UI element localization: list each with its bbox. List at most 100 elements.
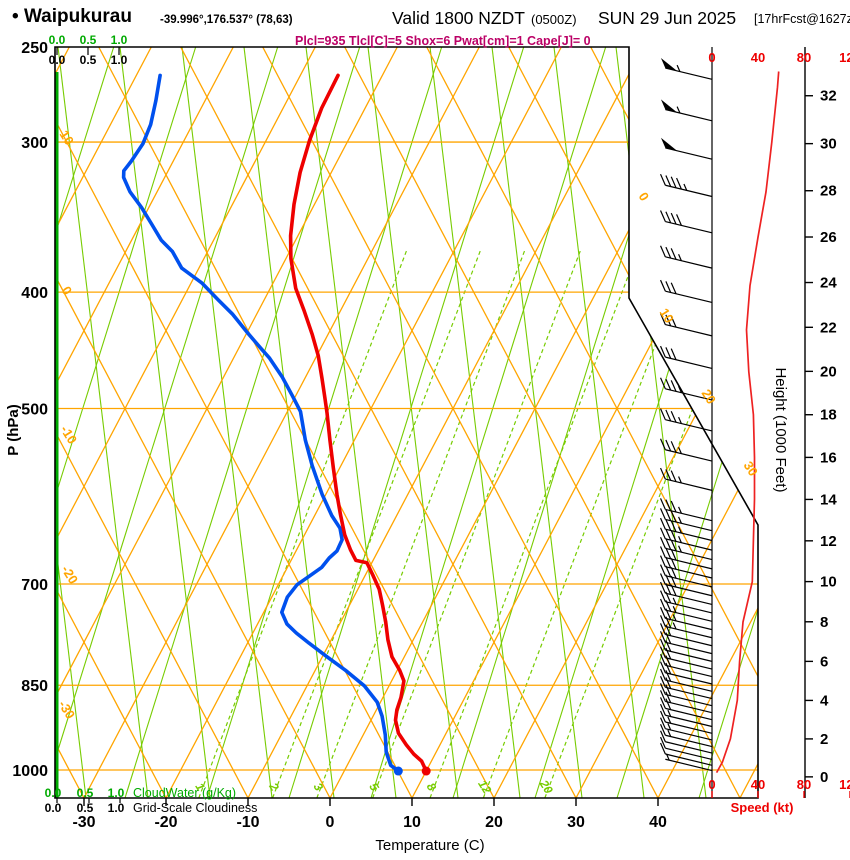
- barb-staff: [665, 753, 713, 766]
- speed-tick-label-bottom: 40: [751, 777, 765, 792]
- pressure-tick-label: 400: [21, 285, 48, 302]
- barb-feather: [659, 438, 666, 451]
- mixing-ratio-label: 5: [366, 780, 382, 793]
- barb-half-feather: [665, 753, 670, 761]
- isotherm-line: [55, 47, 316, 798]
- cloudwater-scale-bottom: 1.0: [108, 786, 125, 800]
- wind-barb: [659, 676, 713, 700]
- wind-barb: [659, 517, 713, 542]
- wind-barb: [659, 646, 713, 670]
- barb-half-feather: [672, 605, 677, 613]
- cloudiness-scale-top: 0.5: [80, 53, 97, 67]
- barb-half-feather: [672, 614, 677, 622]
- barb-staff: [665, 721, 713, 734]
- barb-half-feather: [678, 516, 682, 524]
- barb-feather: [670, 315, 677, 328]
- barb-feather: [659, 537, 666, 549]
- barb-half-feather: [667, 716, 672, 724]
- temperature-surface-dot: [421, 766, 431, 776]
- speed-tick-label-top: 0: [708, 50, 715, 65]
- moist-adiabat-line: [288, 47, 525, 798]
- barb-staff: [665, 641, 713, 655]
- height-tick-label: 20: [820, 363, 837, 380]
- barb-staff: [665, 601, 713, 614]
- barb-feather: [670, 500, 677, 513]
- valid-time-utc: (0500Z): [531, 12, 577, 27]
- barb-staff: [665, 147, 713, 160]
- barb-feather: [665, 211, 672, 224]
- barb-feather: [659, 742, 666, 755]
- plot-border: [54, 46, 759, 799]
- dewpoint-curve: [121, 73, 401, 773]
- barb-feather: [676, 214, 682, 226]
- barb-half-feather: [667, 709, 672, 717]
- moist-adiabat-line: [367, 47, 459, 798]
- wind-barb: [659, 498, 713, 522]
- dewpoint-surface-dot: [393, 766, 403, 776]
- barb-staff: [665, 633, 713, 647]
- dry-adiabat-line: [55, 47, 249, 798]
- height-tick-label: 32: [820, 88, 837, 105]
- speed-tick-label-bottom: 120: [839, 777, 850, 792]
- wind-barb: [659, 742, 713, 766]
- barb-feather: [659, 508, 666, 520]
- cloudwater-scale-bottom: 0.5: [77, 786, 94, 800]
- isotherm-label: 20: [699, 387, 719, 407]
- height-tick-label: 4: [820, 692, 829, 709]
- barb-feather: [665, 624, 672, 636]
- temperature-tick-label: -20: [154, 814, 177, 831]
- barb-half-feather: [678, 386, 682, 393]
- barb-feather: [670, 248, 677, 260]
- barb-feather: [665, 647, 672, 660]
- isotherm-line: [55, 47, 398, 798]
- height-tick-label: 18: [820, 407, 837, 424]
- barb-feather: [665, 281, 672, 293]
- barb-feather: [659, 615, 666, 627]
- height-axis-title: Height (1000 Feet): [772, 367, 789, 492]
- wind-barb: [659, 683, 713, 707]
- barb-staff: [665, 741, 713, 754]
- barb-feather: [665, 565, 672, 578]
- wind-barb: [660, 57, 713, 80]
- barb-feather: [659, 638, 666, 651]
- barb-feather: [665, 640, 672, 652]
- height-tick-label: 2: [820, 731, 828, 748]
- barb-feather: [659, 564, 666, 576]
- barb-staff: [665, 256, 713, 269]
- cloudwater-scale-top: 0.5: [80, 33, 97, 47]
- barb-staff: [665, 449, 713, 462]
- wind-barb: [659, 623, 713, 647]
- wind-barb: [659, 573, 713, 597]
- barb-staff: [665, 583, 713, 597]
- wind-barb: [659, 607, 713, 631]
- barb-half-feather: [678, 526, 682, 534]
- height-tick-label: 14: [820, 491, 837, 508]
- wind-barb: [660, 137, 713, 160]
- dry-adiabat-line: [837, 47, 850, 798]
- barb-feather: [659, 723, 666, 736]
- valid-time: Valid 1800 NZDT: [392, 8, 525, 28]
- barb-feather: [670, 566, 677, 579]
- barb-staff: [665, 518, 713, 532]
- wind-barb: [659, 546, 713, 570]
- dry-adiabat-line: [98, 47, 495, 798]
- barb-staff: [665, 557, 713, 570]
- barb-feather: [659, 377, 666, 390]
- temperature-tick-label: 10: [403, 814, 421, 831]
- barb-staff: [665, 693, 713, 707]
- barb-feather: [659, 661, 666, 673]
- barb-staff: [665, 707, 713, 721]
- isotherm-line: [55, 47, 152, 798]
- cloudiness-scale-top: 1.0: [111, 53, 128, 67]
- bullet-icon: •: [12, 6, 19, 27]
- barb-staff: [665, 686, 713, 700]
- barb-feather: [659, 245, 666, 258]
- temperature-tick-label: -10: [236, 814, 259, 831]
- barb-half-feather: [678, 506, 682, 514]
- barb-feather: [659, 654, 666, 666]
- moist-adiabat-line: [553, 47, 645, 798]
- mixing-ratio-label: 8: [424, 780, 440, 793]
- barb-staff: [665, 649, 713, 662]
- barb-staff: [665, 734, 713, 748]
